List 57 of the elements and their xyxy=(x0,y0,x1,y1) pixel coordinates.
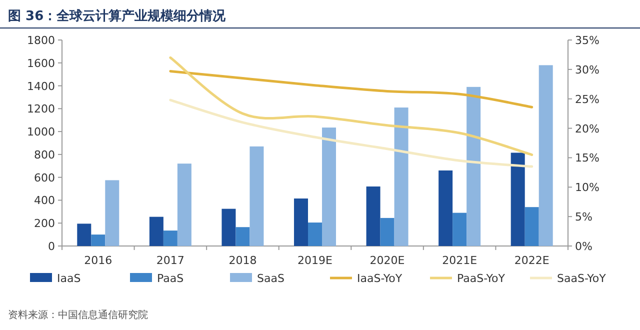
bar xyxy=(438,170,453,246)
x-tick-label: 2018 xyxy=(228,254,257,267)
legend-label: PaaS xyxy=(157,272,184,285)
bar xyxy=(366,186,380,246)
bar xyxy=(538,65,553,246)
bar xyxy=(510,152,525,246)
y2-tick-label: 25% xyxy=(575,92,600,106)
bar xyxy=(466,86,481,246)
line-series xyxy=(169,56,534,156)
y-tick-label: 400 xyxy=(34,194,55,208)
x-tick-label: 2019E xyxy=(298,254,333,267)
bar xyxy=(163,230,178,246)
line-series xyxy=(169,70,534,108)
y-tick-label: 0 xyxy=(48,240,55,253)
bar xyxy=(222,208,236,246)
bar xyxy=(394,108,408,246)
bar xyxy=(322,128,336,246)
y-tick-label: 1800 xyxy=(27,34,55,47)
y2-tick-label: 30% xyxy=(575,63,600,76)
bar xyxy=(308,222,322,246)
bar xyxy=(294,198,308,246)
x-tick-label: 2020E xyxy=(370,254,405,267)
bar xyxy=(77,224,92,246)
bar xyxy=(105,180,120,246)
y-tick-label: 1600 xyxy=(27,56,55,70)
x-tick-label: 2016 xyxy=(84,254,112,267)
bar xyxy=(524,207,539,246)
y2-tick-label: 20% xyxy=(575,122,600,136)
legend-label: IaaS xyxy=(57,272,81,285)
y2-tick-label: 15% xyxy=(575,152,600,165)
legend-label: SaaS xyxy=(257,272,284,285)
chart-title: 图 36：全球云计算产业规模细分情况 xyxy=(8,8,227,24)
y-tick-label: 1000 xyxy=(27,126,55,139)
y-tick-label: 1200 xyxy=(27,102,55,116)
y-tick-label: 1400 xyxy=(27,80,55,93)
y2-tick-label: 0% xyxy=(575,240,592,253)
y2-tick-label: 35% xyxy=(575,34,600,47)
y2-tick-label: 5% xyxy=(575,210,592,224)
bar xyxy=(91,234,106,246)
x-tick-label: 2022E xyxy=(514,254,550,267)
bar xyxy=(236,227,250,246)
legend-label: PaaS-YoY xyxy=(457,272,506,285)
legend-label: SaaS-YoY xyxy=(557,272,606,285)
bar xyxy=(177,164,192,246)
bar xyxy=(380,218,394,246)
bar xyxy=(452,212,467,246)
text: 资料来源：中国信息通信研究院 xyxy=(8,309,148,321)
x-tick-label: 2021E xyxy=(442,254,478,267)
y-tick-label: 800 xyxy=(34,148,55,162)
line-series xyxy=(169,98,534,168)
y-tick-label: 600 xyxy=(34,171,55,184)
bar xyxy=(149,216,164,246)
bar xyxy=(250,146,264,246)
legend-label: IaaS-YoY xyxy=(357,272,402,285)
y-tick-label: 200 xyxy=(34,217,55,230)
x-tick-label: 2017 xyxy=(156,254,184,267)
y2-tick-label: 10% xyxy=(575,181,600,194)
